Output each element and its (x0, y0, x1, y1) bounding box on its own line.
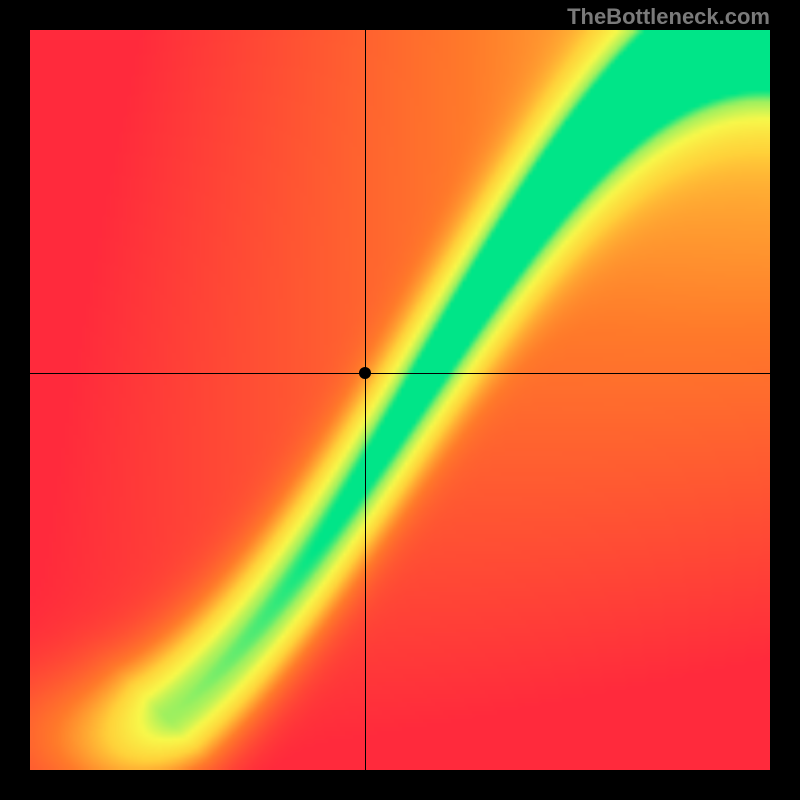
crosshair-vertical (365, 30, 366, 770)
figure-container: TheBottleneck.com (0, 0, 800, 800)
crosshair-point (359, 367, 371, 379)
plot-area (30, 30, 770, 770)
heatmap-canvas (30, 30, 770, 770)
crosshair-horizontal (30, 373, 770, 374)
watermark-text: TheBottleneck.com (567, 4, 770, 30)
